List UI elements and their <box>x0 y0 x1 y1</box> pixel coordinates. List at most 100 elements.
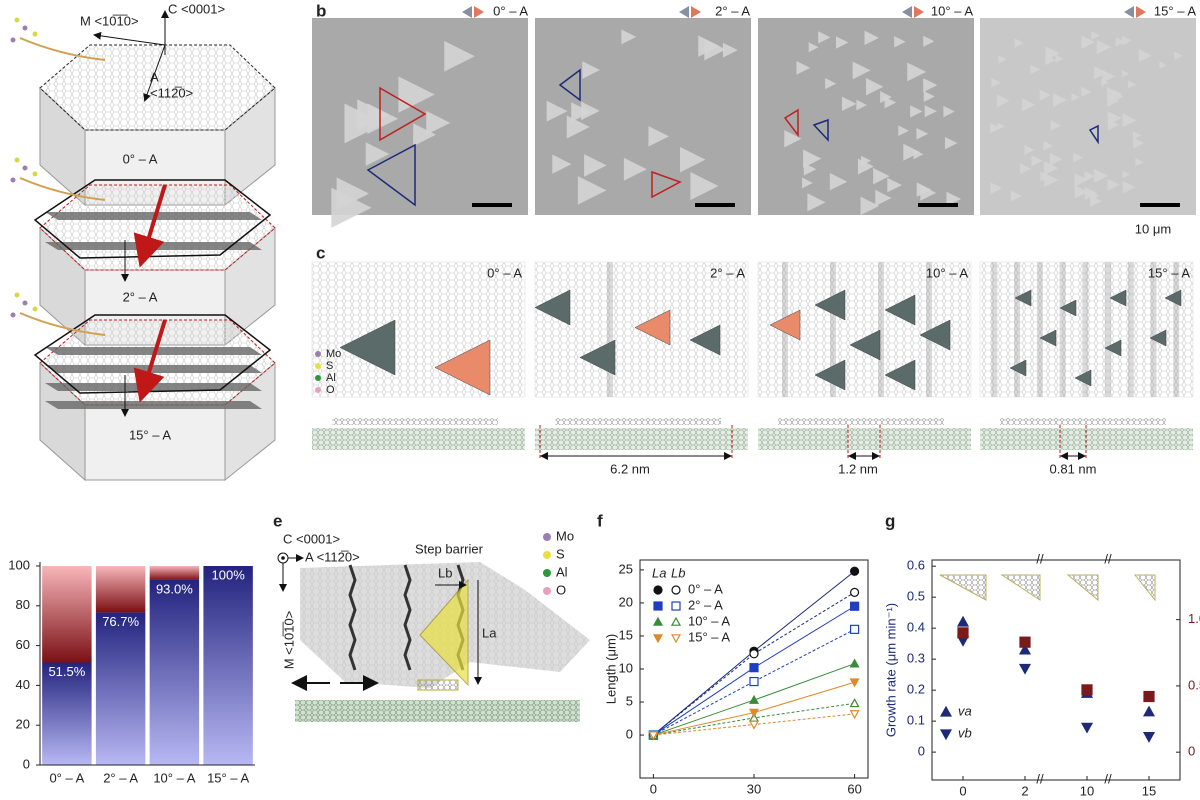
tilted-plane <box>33 179 272 259</box>
data-point <box>849 566 860 576</box>
flake <box>910 105 923 118</box>
data-point <box>748 708 760 718</box>
scale-bar-label: 10 μm <box>1135 221 1171 236</box>
side-flake <box>417 679 459 691</box>
highlighted-flake <box>651 170 682 199</box>
terrace-step <box>45 365 262 373</box>
precursor-atom <box>32 31 38 37</box>
flag-right <box>914 6 924 18</box>
flake <box>584 154 607 177</box>
flake <box>1115 37 1125 47</box>
mos2-flake <box>534 289 571 326</box>
side-flakes <box>778 418 944 425</box>
panel-letter: g <box>885 511 895 530</box>
flake <box>841 96 857 112</box>
flake <box>1073 152 1084 163</box>
flake <box>1039 89 1051 101</box>
bar-segment <box>95 566 146 613</box>
flake <box>1044 173 1059 188</box>
flake <box>923 78 938 93</box>
flake <box>1107 178 1120 191</box>
mos2-flake <box>884 294 916 326</box>
precursor-atom <box>14 17 20 23</box>
mos2-flake <box>579 339 616 376</box>
side-substrate <box>295 700 580 722</box>
flake <box>1010 190 1023 202</box>
flag-left <box>902 6 912 18</box>
panel-letter: c <box>316 243 325 262</box>
axis-frame <box>931 559 1181 781</box>
flake <box>1114 90 1123 98</box>
data-point <box>957 627 969 639</box>
precursor-atom <box>10 177 16 183</box>
scale-bar <box>695 203 735 207</box>
flake-inset <box>939 574 987 601</box>
flake <box>1074 173 1088 187</box>
flake <box>887 177 902 193</box>
flake <box>907 62 927 82</box>
flake <box>923 35 935 47</box>
mos2-flake <box>884 359 916 391</box>
precursor-atom <box>10 312 16 318</box>
flake <box>552 154 572 174</box>
mos2-flake <box>1039 329 1057 347</box>
image-label: 10° – A <box>931 3 973 18</box>
flake <box>365 142 390 166</box>
flake <box>357 99 389 131</box>
side-substrate-tint <box>295 700 580 722</box>
flake <box>807 193 826 212</box>
flake <box>1031 155 1043 167</box>
step-shade <box>1082 262 1089 397</box>
sem-image <box>980 18 1196 215</box>
mos2-flake <box>339 319 396 376</box>
flake <box>1043 160 1059 176</box>
sem-image <box>758 18 974 215</box>
flake <box>581 101 600 121</box>
flake <box>1094 66 1108 80</box>
flake <box>803 163 817 176</box>
scale-bar <box>472 203 512 207</box>
flake <box>1159 61 1167 69</box>
flake <box>623 157 647 181</box>
precursor-atom <box>22 300 28 306</box>
flake <box>1138 49 1152 63</box>
axis-m <box>93 31 166 46</box>
mos2-flake <box>1014 289 1032 307</box>
flake <box>1030 64 1041 75</box>
slab-label: 15° – A <box>129 427 171 442</box>
slab-label: 2° – A <box>123 289 158 304</box>
flake <box>943 105 955 118</box>
axis-break: // <box>1104 771 1112 786</box>
flake <box>1093 168 1109 183</box>
y-axis-label: Length (μm) <box>603 634 618 704</box>
flake <box>1090 195 1102 207</box>
flake <box>808 42 819 53</box>
legend-header: Lb <box>671 565 685 580</box>
data-point <box>1080 722 1094 734</box>
tilt-arrow <box>133 319 167 403</box>
flake <box>704 38 726 61</box>
step-shade <box>1059 262 1066 397</box>
mos2-flake <box>1009 359 1027 377</box>
flake <box>916 127 929 140</box>
flake <box>1122 170 1131 179</box>
legend-marker <box>653 585 663 595</box>
flag-left <box>1124 6 1134 18</box>
flake <box>444 41 475 72</box>
y-tick-label: 25 <box>619 561 633 576</box>
flake <box>582 61 600 79</box>
x-tick-label: 10° – A <box>153 770 195 785</box>
flake <box>1135 157 1144 167</box>
step-barrier-label: Step barrier <box>415 541 484 556</box>
mos2-flake <box>1149 329 1167 347</box>
y-axis-label: Growth rate (μm min⁻¹) <box>883 603 898 737</box>
flake <box>852 61 871 80</box>
axis-c-label: C <0001> <box>283 531 340 546</box>
axis-a-label: A <box>150 69 159 84</box>
step-shade <box>1127 262 1134 397</box>
legend-label: va <box>958 703 972 718</box>
side-substrate-tint <box>312 428 525 450</box>
x-tick-label: 30 <box>747 781 761 796</box>
y-tick-label: 20 <box>16 717 30 732</box>
flake <box>913 149 924 160</box>
